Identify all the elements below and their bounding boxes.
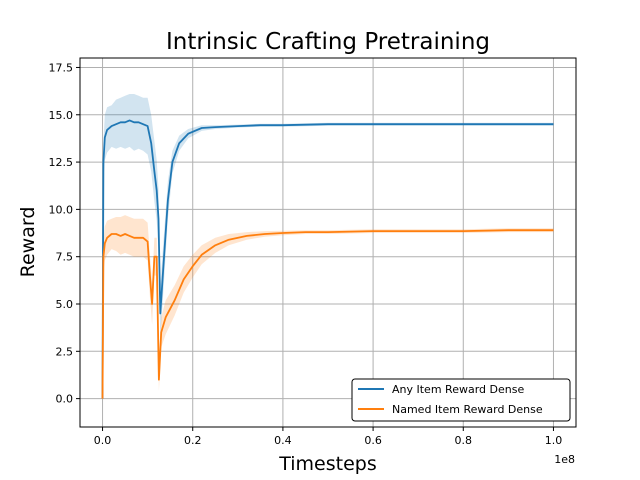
grid (80, 58, 576, 427)
legend-box (351, 378, 571, 422)
y-tick-label: 17.5 (49, 61, 74, 74)
legend-label-any-item: Any Item Reward Dense (392, 383, 524, 396)
y-tick-label: 15.0 (49, 109, 74, 122)
x-tick-label: 0.2 (184, 434, 202, 447)
x-tick-label: 0.8 (455, 434, 473, 447)
x-axis-ticks: 0.0 0.2 0.4 0.6 0.8 1.0 (94, 427, 562, 447)
series-line-1 (101, 229, 554, 399)
y-tick-label: 7.5 (56, 251, 74, 264)
x-axis-scale-label: 1e8 (554, 453, 575, 466)
series-band-1 (102, 215, 554, 399)
legend-label-named-item: Named Item Reward Dense (392, 403, 543, 416)
y-tick-label: 10.0 (49, 203, 74, 216)
series-line-0 (101, 119, 554, 399)
x-axis-title: Timesteps (278, 453, 377, 475)
x-tick-label: 0.4 (274, 434, 292, 447)
y-tick-label: 5.0 (56, 298, 74, 311)
legend: Any Item Reward Dense Named Item Reward … (351, 378, 571, 422)
chart-title: Intrinsic Crafting Pretraining (166, 29, 490, 55)
plot-frame (79, 57, 577, 428)
plot-area (80, 58, 576, 427)
y-axis-title: Reward (17, 207, 39, 278)
y-tick-label: 0.0 (56, 393, 74, 406)
x-tick-label: 0.6 (364, 434, 382, 447)
y-tick-label: 2.5 (56, 345, 74, 358)
x-tick-label: 1.0 (545, 434, 563, 447)
x-tick-label: 0.0 (94, 434, 112, 447)
y-axis-ticks: 0.0 2.5 5.0 7.5 10.0 12.5 15.0 17.5 (49, 61, 80, 406)
y-tick-label: 12.5 (49, 156, 74, 169)
series-lines (101, 119, 554, 399)
